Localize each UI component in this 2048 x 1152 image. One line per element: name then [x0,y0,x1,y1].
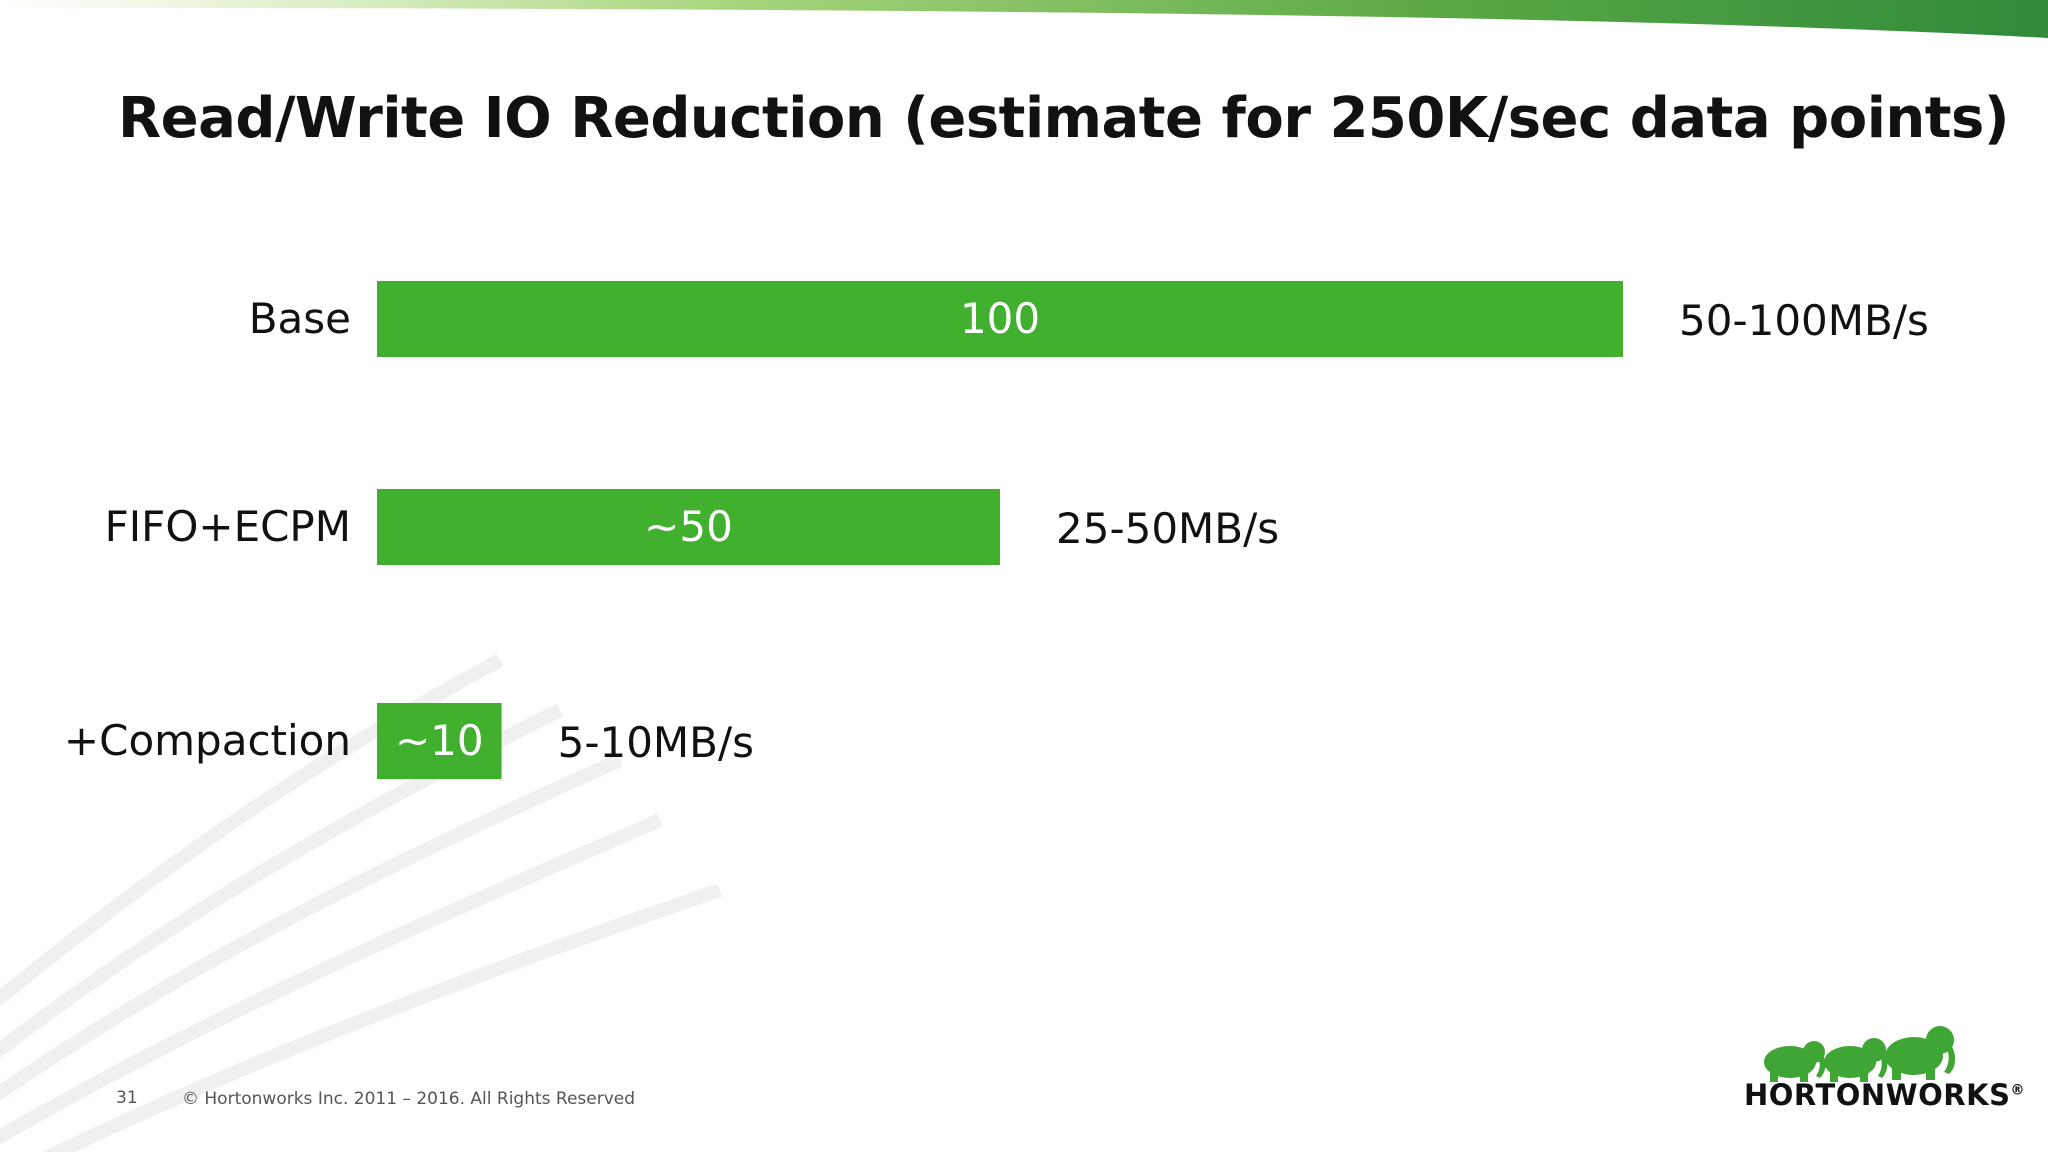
slide-title: Read/Write IO Reduction (estimate for 25… [118,86,2009,151]
logo-text: HORTONWORKS [1744,1078,2011,1112]
bar-value-label: ~10 [395,716,484,765]
category-label: Base [249,294,351,343]
hortonworks-elephants-logo [1764,1026,1956,1082]
category-label: +Compaction [64,716,351,765]
copyright-text: © Hortonworks Inc. 2011 – 2016. All Righ… [182,1089,636,1109]
bar-1 [377,489,1000,565]
slide-number: 31 [116,1088,138,1108]
bar-value-label: 100 [960,294,1040,343]
throughput-label: 25-50MB/s [1056,504,1279,553]
logo-wordmark: HORTONWORKS® [1744,1078,2025,1112]
throughput-label: 50-100MB/s [1679,296,1929,345]
bar-2 [377,703,502,779]
bar-0 [377,281,1623,357]
throughput-label: 5-10MB/s [558,718,754,767]
top-accent-band [0,0,2048,38]
registered-mark: ® [2010,1082,2025,1099]
bar-value-label: ~50 [644,502,733,551]
category-label: FIFO+ECPM [105,502,351,551]
